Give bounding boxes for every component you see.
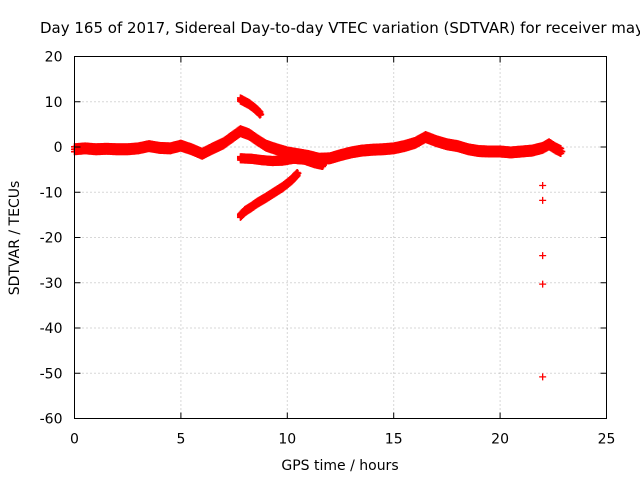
x-tick-label: 20 [491, 432, 509, 448]
y-tick-label: -10 [40, 185, 63, 201]
data-point [257, 110, 265, 118]
y-tick-label: 0 [54, 140, 63, 156]
x-tick-label: 0 [70, 432, 79, 448]
y-tick-label: -30 [40, 276, 63, 292]
y-axis-label: SDTVAR / TECUs [7, 181, 23, 296]
x-tick-label: 10 [278, 432, 296, 448]
data-point [319, 161, 327, 169]
grid [74, 56, 607, 419]
x-tick-label: 15 [385, 432, 403, 448]
x-tick-label: 5 [176, 432, 185, 448]
x-axis-label: GPS time / hours [281, 458, 398, 474]
data-point [539, 280, 547, 288]
data-points [71, 94, 566, 381]
x-tick-label: 25 [598, 432, 616, 448]
y-tick-label: -20 [40, 231, 63, 247]
y-tick-label: -60 [40, 412, 63, 428]
y-tick-label: 10 [45, 95, 63, 111]
axis-ticks: 0 5 10 15 20 25 20 10 0 -10 -20 -30 -40 -50 -60 [40, 50, 616, 448]
data-point [294, 169, 302, 177]
chart-title: Day 165 of 2017, Sidereal Day-to-day VTE… [40, 19, 640, 37]
data-point [539, 181, 547, 189]
data-point [539, 252, 547, 260]
y-tick-label: -40 [40, 321, 63, 337]
data-point [539, 373, 547, 381]
y-tick-label: -50 [40, 366, 63, 382]
data-point [558, 148, 566, 156]
data-point [539, 196, 547, 204]
y-tick-label: 20 [45, 50, 63, 66]
